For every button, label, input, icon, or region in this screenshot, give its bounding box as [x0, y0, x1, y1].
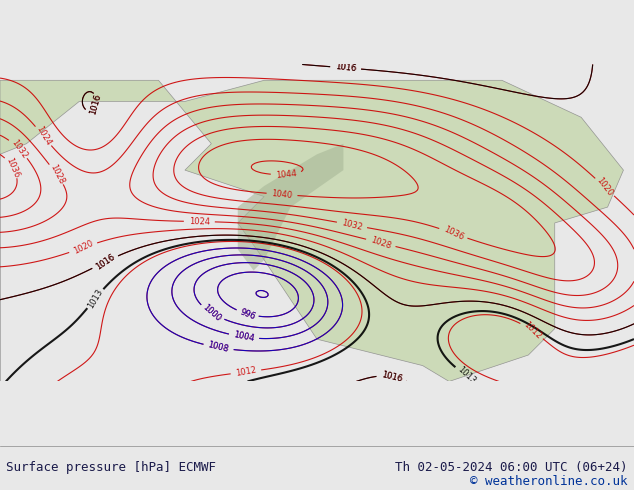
Text: © weatheronline.co.uk: © weatheronline.co.uk: [470, 475, 628, 488]
Text: 1028: 1028: [370, 235, 392, 250]
Text: 1036: 1036: [4, 156, 21, 179]
Text: 1016: 1016: [335, 62, 356, 74]
Text: 1013: 1013: [86, 287, 105, 310]
Text: 1008: 1008: [207, 341, 230, 354]
Text: 1024: 1024: [34, 125, 53, 147]
Text: 1016: 1016: [88, 93, 103, 116]
Text: 1016: 1016: [88, 93, 103, 116]
Text: 1024: 1024: [189, 217, 210, 226]
Text: 1016: 1016: [380, 370, 403, 384]
Text: 1012: 1012: [235, 366, 257, 378]
Text: 1020: 1020: [72, 239, 94, 256]
Text: 1016: 1016: [94, 252, 116, 271]
Text: 1000: 1000: [201, 303, 223, 323]
Text: 1040: 1040: [271, 189, 293, 200]
Polygon shape: [0, 80, 623, 381]
Text: 1020: 1020: [595, 176, 614, 198]
Text: 1032: 1032: [340, 218, 363, 232]
Text: 1016: 1016: [335, 62, 356, 74]
Text: 1012: 1012: [522, 320, 543, 341]
Text: 1036: 1036: [442, 224, 465, 242]
Text: 1004: 1004: [233, 330, 255, 343]
Text: 1016: 1016: [380, 370, 403, 384]
Text: Surface pressure [hPa] ECMWF: Surface pressure [hPa] ECMWF: [6, 462, 216, 474]
Text: 1044: 1044: [275, 169, 297, 180]
Text: 1028: 1028: [48, 163, 65, 186]
Text: 1016: 1016: [94, 252, 116, 271]
Text: 1004: 1004: [233, 330, 255, 343]
Text: 996: 996: [239, 307, 257, 321]
Text: Th 02-05-2024 06:00 UTC (06+24): Th 02-05-2024 06:00 UTC (06+24): [395, 462, 628, 474]
Text: 1000: 1000: [201, 303, 223, 323]
Text: 1013: 1013: [455, 365, 477, 386]
Text: 996: 996: [239, 307, 257, 321]
Text: 1032: 1032: [9, 138, 29, 160]
Polygon shape: [238, 144, 344, 270]
Text: 1008: 1008: [207, 341, 230, 354]
